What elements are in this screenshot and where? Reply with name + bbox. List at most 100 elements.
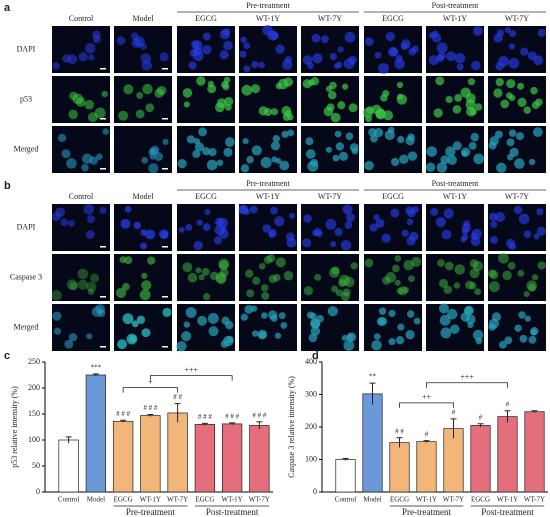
nucleus bbox=[390, 208, 400, 218]
column-label: WT-1Y bbox=[443, 192, 467, 201]
y-axis-label: p53 relative intensity (%) bbox=[10, 386, 19, 468]
nucleus bbox=[136, 91, 144, 99]
group-label: Pre-treatment bbox=[126, 507, 175, 517]
micrograph bbox=[488, 126, 546, 174]
nucleus bbox=[440, 155, 450, 165]
nucleus bbox=[325, 146, 332, 153]
nucleus bbox=[81, 153, 93, 164]
column-label: WT-1Y bbox=[443, 14, 467, 23]
nucleus bbox=[528, 158, 536, 166]
nucleus bbox=[488, 281, 500, 293]
nucleus bbox=[337, 46, 344, 53]
column-label: EGCG bbox=[195, 14, 217, 23]
micrograph bbox=[488, 252, 546, 301]
nucleus bbox=[202, 223, 211, 232]
scale-bar bbox=[162, 296, 168, 298]
bar bbox=[497, 416, 518, 493]
significance: # # # bbox=[143, 404, 158, 412]
significance: # bbox=[506, 400, 510, 408]
nucleus bbox=[530, 327, 539, 336]
error-bar bbox=[174, 403, 181, 423]
micrograph bbox=[364, 26, 422, 74]
nucleus bbox=[261, 312, 268, 319]
group-label: Pre-treatment bbox=[402, 507, 451, 517]
nucleus bbox=[83, 203, 95, 215]
error-bar bbox=[504, 410, 511, 423]
micrograph bbox=[364, 254, 422, 301]
column-label: WT-7Y bbox=[318, 14, 342, 23]
micrograph bbox=[426, 254, 484, 301]
y-tick-label: 200 bbox=[305, 422, 317, 431]
nucleus bbox=[506, 78, 516, 89]
panel-label: b bbox=[4, 180, 11, 192]
nucleus bbox=[338, 274, 350, 286]
nucleus bbox=[335, 142, 345, 151]
nucleus bbox=[396, 287, 404, 295]
nucleus bbox=[239, 50, 247, 58]
nucleus bbox=[327, 306, 338, 317]
nucleus bbox=[216, 159, 224, 166]
nucleus bbox=[468, 142, 477, 150]
x-tick-label: Control bbox=[58, 496, 79, 504]
nucleus bbox=[437, 51, 446, 60]
error-bar bbox=[65, 436, 72, 444]
nucleus bbox=[101, 90, 108, 98]
nucleus bbox=[305, 137, 314, 146]
nucleus bbox=[115, 287, 127, 299]
nucleus bbox=[532, 127, 543, 138]
nucleus bbox=[224, 96, 234, 106]
micrograph bbox=[114, 304, 172, 351]
nucleus bbox=[192, 149, 201, 159]
nucleus bbox=[249, 205, 258, 214]
nucleus bbox=[181, 331, 192, 342]
nucleus bbox=[509, 147, 519, 157]
nucleus bbox=[465, 99, 476, 110]
nucleus bbox=[391, 157, 400, 167]
nucleus bbox=[335, 289, 343, 297]
nucleus bbox=[364, 160, 374, 171]
nucleus bbox=[474, 288, 482, 296]
nucleus bbox=[252, 276, 261, 285]
nucleus bbox=[334, 130, 342, 138]
nucleus bbox=[441, 229, 452, 240]
scale-bar bbox=[100, 118, 106, 120]
nucleus bbox=[207, 312, 219, 324]
nucleus bbox=[225, 320, 234, 330]
nucleus bbox=[223, 147, 233, 157]
nucleus bbox=[116, 36, 126, 46]
nucleus bbox=[310, 158, 319, 167]
micrograph bbox=[301, 254, 359, 302]
nucleus bbox=[159, 52, 169, 62]
bar bbox=[221, 423, 243, 493]
nucleus bbox=[406, 218, 414, 226]
bracket bbox=[122, 387, 179, 393]
group-label: Post-treatment bbox=[481, 507, 534, 517]
nucleus bbox=[118, 110, 129, 121]
error-bar bbox=[450, 418, 457, 439]
bar bbox=[524, 411, 545, 493]
significance: *** bbox=[91, 364, 102, 372]
nucleus bbox=[141, 156, 149, 164]
nucleus bbox=[213, 236, 222, 245]
nucleus bbox=[91, 306, 103, 317]
group-label: Post-treatment bbox=[432, 1, 479, 10]
nucleus bbox=[140, 242, 147, 250]
significance: # bbox=[452, 408, 456, 416]
nucleus bbox=[470, 132, 479, 142]
nucleus bbox=[406, 236, 416, 246]
nucleus bbox=[407, 133, 415, 141]
nucleus bbox=[117, 339, 128, 350]
nucleus bbox=[243, 42, 251, 50]
nucleus bbox=[523, 230, 532, 239]
nucleus bbox=[519, 334, 528, 343]
nucleus bbox=[145, 103, 155, 113]
nucleus bbox=[272, 134, 281, 143]
micrograph bbox=[177, 126, 235, 173]
nucleus bbox=[57, 133, 67, 143]
nucleus bbox=[53, 327, 62, 335]
nucleus bbox=[514, 324, 522, 332]
nucleus bbox=[531, 274, 539, 281]
row-label: p53 bbox=[20, 94, 32, 103]
nucleus bbox=[278, 312, 286, 320]
micrograph bbox=[239, 24, 297, 73]
